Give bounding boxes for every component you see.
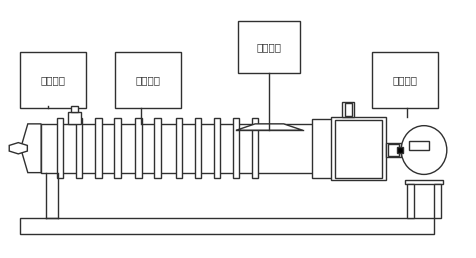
Bar <box>154 118 160 178</box>
Bar <box>344 103 351 116</box>
Bar <box>330 117 385 180</box>
Bar <box>135 118 142 178</box>
Text: 驱动系统: 驱动系统 <box>392 75 416 85</box>
Bar <box>341 102 353 117</box>
Bar <box>194 118 201 178</box>
Bar <box>238 21 300 72</box>
Bar <box>408 141 428 150</box>
Bar <box>71 106 78 112</box>
Bar <box>312 119 334 178</box>
Bar <box>57 118 63 178</box>
Bar <box>213 118 220 178</box>
Polygon shape <box>20 124 41 173</box>
Bar <box>20 52 86 108</box>
Bar <box>251 118 258 178</box>
Bar <box>115 52 181 108</box>
Polygon shape <box>9 143 27 154</box>
Bar <box>371 52 437 108</box>
Text: 真空系统: 真空系统 <box>40 75 65 85</box>
Bar <box>387 144 398 156</box>
Bar <box>76 118 82 178</box>
Ellipse shape <box>400 126 446 174</box>
Bar <box>433 184 440 217</box>
Bar <box>407 184 414 217</box>
Bar <box>334 119 381 178</box>
Bar <box>114 118 120 178</box>
Text: 温控系统: 温控系统 <box>135 75 160 85</box>
Bar <box>41 124 314 173</box>
Bar <box>404 180 442 184</box>
Text: 喂料系统: 喂料系统 <box>257 42 281 52</box>
Polygon shape <box>236 124 302 130</box>
Bar <box>20 217 433 234</box>
Bar <box>175 118 182 178</box>
Bar <box>232 118 239 178</box>
Bar <box>95 118 101 178</box>
Bar <box>397 147 402 153</box>
Bar <box>385 143 400 157</box>
Bar <box>68 112 81 124</box>
